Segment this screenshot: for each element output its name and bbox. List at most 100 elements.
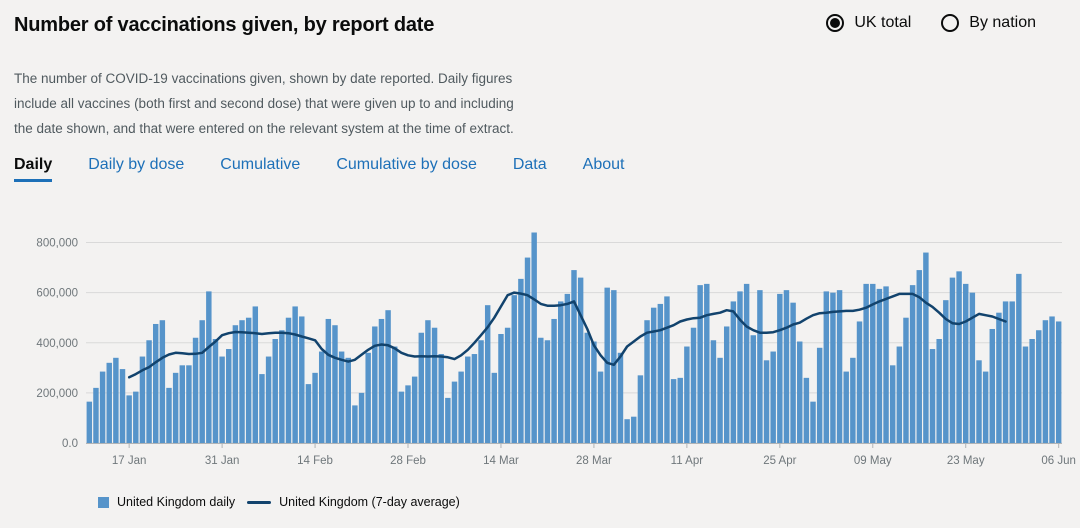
daily-bar — [358, 392, 365, 443]
daily-bar — [1036, 330, 1042, 443]
daily-bar — [524, 257, 531, 443]
chart-legend: United Kingdom daily United Kingdom (7-d… — [98, 495, 460, 509]
view-radio-group: UK total By nation — [826, 14, 1036, 32]
daily-bar — [644, 320, 650, 443]
daily-bar — [245, 317, 252, 443]
daily-bar — [710, 340, 717, 443]
daily-bar — [670, 379, 677, 443]
x-tick-label: 11 Apr — [671, 455, 704, 467]
vaccinations-chart[interactable]: 0.0 200,000 400,000 600,000 800,000 17 Jan 31 … — [0, 222, 1080, 484]
daily-bar — [226, 349, 232, 443]
legend-item-average[interactable]: United Kingdom (7-day average) — [247, 495, 460, 509]
legend-average-label: United Kingdom (7-day average) — [279, 495, 460, 509]
daily-bar — [969, 292, 976, 443]
daily-bar — [471, 354, 478, 443]
tab-about[interactable]: About — [582, 156, 625, 173]
x-tick-label: 25 Apr — [763, 455, 796, 467]
bar-swatch-icon — [98, 496, 109, 508]
daily-bar — [172, 372, 179, 443]
daily-bar — [757, 290, 763, 443]
x-tick-label: 09 May — [854, 455, 892, 467]
daily-bar — [1055, 321, 1062, 443]
y-tick-label: 800,000 — [36, 238, 78, 250]
daily-bar — [332, 325, 338, 443]
daily-bar — [684, 346, 690, 443]
radio-by-nation[interactable]: By nation — [941, 14, 1036, 32]
daily-bar — [936, 339, 942, 443]
daily-bar — [179, 365, 185, 443]
daily-bar — [511, 295, 517, 443]
daily-bar — [816, 347, 823, 443]
daily-bar — [810, 401, 816, 443]
daily-bar — [518, 278, 524, 443]
daily-bar — [982, 371, 989, 443]
average-line — [127, 291, 1007, 379]
daily-bar — [398, 391, 405, 443]
radio-by-nation-label: By nation — [969, 14, 1036, 31]
tab-cumulative[interactable]: Cumulative — [220, 156, 301, 173]
daily-bar — [458, 371, 464, 443]
daily-bar — [830, 292, 836, 443]
daily-bar — [743, 283, 750, 443]
daily-bar — [763, 360, 770, 443]
x-tick-label: 14 Feb — [297, 455, 333, 467]
daily-bar — [106, 362, 112, 443]
daily-bar — [299, 316, 305, 443]
x-tick-label: 28 Mar — [576, 455, 612, 467]
daily-bar — [597, 371, 604, 443]
daily-bar — [850, 357, 856, 443]
tab-daily[interactable]: Daily — [14, 156, 53, 182]
daily-bar — [159, 320, 166, 443]
daily-bar — [538, 337, 544, 443]
daily-bar — [790, 302, 796, 443]
daily-bar — [99, 371, 106, 443]
daily-bar — [119, 369, 126, 443]
y-tick-label: 600,000 — [36, 288, 78, 300]
legend-item-daily[interactable]: United Kingdom daily — [98, 495, 235, 509]
daily-bar — [836, 290, 843, 443]
daily-bar — [292, 306, 298, 443]
daily-bar — [617, 352, 624, 443]
daily-bar — [1029, 339, 1035, 443]
radio-unselected-icon[interactable] — [941, 14, 960, 32]
daily-bar — [976, 360, 982, 443]
radio-dot-icon — [830, 18, 841, 28]
radio-uk-total[interactable]: UK total — [826, 14, 911, 32]
daily-bar — [664, 296, 670, 443]
daily-bar — [876, 288, 883, 443]
daily-bar — [863, 283, 869, 443]
daily-bar — [989, 328, 996, 443]
daily-bar — [870, 283, 876, 443]
radio-selected-icon[interactable] — [826, 14, 845, 32]
daily-bar — [929, 349, 936, 443]
daily-bar — [445, 397, 451, 443]
daily-bar — [365, 352, 371, 443]
daily-bar — [438, 354, 444, 443]
daily-bar — [1009, 301, 1015, 443]
daily-bar — [717, 357, 723, 443]
daily-bar — [318, 351, 325, 443]
daily-bar — [192, 337, 199, 443]
daily-bar — [352, 405, 358, 443]
daily-bar — [770, 351, 776, 443]
daily-bar — [823, 291, 830, 443]
daily-bar — [584, 332, 590, 443]
daily-bar — [345, 357, 351, 443]
line-swatch-icon — [247, 500, 272, 504]
daily-bar — [113, 357, 119, 443]
x-tick-label: 06 Jun — [1041, 455, 1076, 467]
daily-bar — [152, 323, 159, 443]
daily-bar — [856, 321, 863, 443]
daily-bar — [551, 318, 557, 443]
tab-data[interactable]: Data — [512, 156, 547, 173]
daily-bar — [624, 419, 630, 443]
daily-bar — [272, 339, 278, 443]
tab-cumulative-by-dose[interactable]: Cumulative by dose — [336, 156, 477, 173]
daily-bar — [777, 293, 783, 443]
daily-bar — [611, 290, 617, 443]
y-tick-label: 0.0 — [62, 438, 78, 450]
daily-bar — [943, 300, 949, 443]
tab-daily-by-dose[interactable]: Daily by dose — [88, 156, 185, 173]
daily-bar — [219, 356, 225, 443]
daily-bar — [451, 381, 458, 443]
